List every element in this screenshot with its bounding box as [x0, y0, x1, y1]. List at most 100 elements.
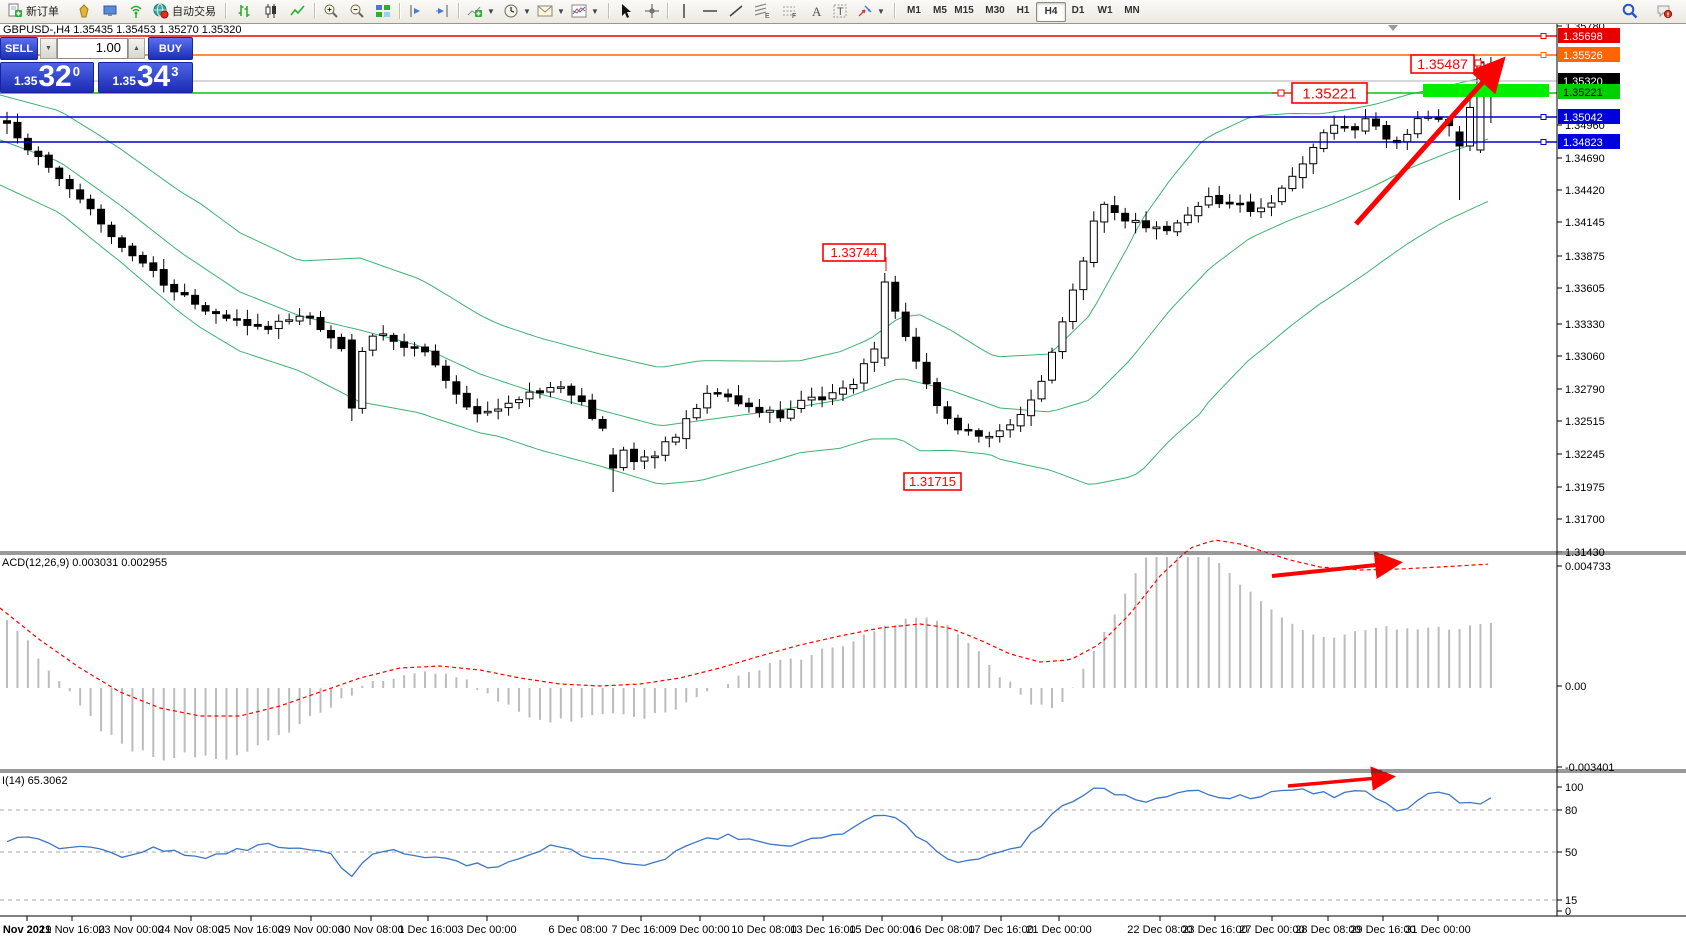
price-annotation-box[interactable]: 1.35487	[1410, 54, 1484, 74]
buy-button[interactable]: BUY	[148, 37, 193, 60]
timeframe-m5-button[interactable]: M5	[933, 5, 947, 16]
bear-candle	[567, 385, 576, 396]
volume-decrease-button[interactable]: ▼	[40, 38, 57, 59]
time-tick-label[interactable]: 13 Dec 16:00	[790, 924, 855, 936]
timeframe-m30-button[interactable]: M30	[985, 5, 1005, 16]
bull-candle	[1257, 207, 1265, 213]
search-icon[interactable]	[1618, 1, 1642, 21]
sell-button[interactable]: SELL	[0, 37, 38, 60]
bear-candle	[1236, 202, 1245, 206]
market-data-button[interactable]	[124, 1, 148, 21]
rsi-pane	[0, 787, 1557, 901]
time-tick-label[interactable]: 25 Nov 16:00	[218, 924, 283, 936]
buy-price-display[interactable]: 1.35 34 3	[98, 62, 193, 93]
timeframe-w1-button[interactable]: W1	[1097, 5, 1113, 16]
time-tick-label[interactable]: 23 Dec 16:00	[1182, 924, 1247, 936]
bar-chart-button[interactable]	[232, 1, 258, 21]
green-highlight-bar[interactable]	[1423, 84, 1549, 97]
volume-input[interactable]: 1.00	[57, 38, 128, 59]
bear-candle	[588, 399, 597, 419]
time-tick-label[interactable]: 15 Dec 00:00	[849, 924, 914, 936]
indicators-button[interactable]: ▼	[463, 1, 497, 21]
bull-candle	[849, 383, 858, 390]
zoom-out-button[interactable]	[345, 1, 371, 21]
trend-arrow-macd[interactable]	[1271, 551, 1403, 580]
trend-arrow-main[interactable]	[1354, 56, 1506, 226]
time-tick-label[interactable]: 16 Dec 08:00	[909, 924, 974, 936]
fibonacci-button[interactable]: E	[750, 1, 776, 21]
time-tick-label[interactable]: 28 Dec 08:00	[1295, 924, 1360, 936]
level-handle[interactable]	[1540, 114, 1547, 120]
time-tick-label[interactable]: Nov 2021	[3, 924, 51, 936]
price-annotation-box[interactable]: 1.31715	[903, 472, 962, 491]
channel-button[interactable]: F	[778, 1, 804, 21]
time-tick-label[interactable]: 1 Dec 16:00	[398, 924, 457, 936]
vertical-line-button[interactable]	[672, 1, 697, 21]
time-tick-label[interactable]: 31 Dec 00:00	[1405, 924, 1470, 936]
timeframe-h1-button[interactable]: H1	[1016, 5, 1030, 16]
deposit-button[interactable]	[72, 1, 96, 21]
trend-arrow-rsi[interactable]	[1287, 766, 1396, 791]
time-tick-label[interactable]: 24 Nov 08:00	[158, 924, 223, 936]
level-handle[interactable]	[1540, 52, 1547, 58]
chevron-down-icon[interactable]: ▼	[557, 6, 565, 16]
auto-scroll-button[interactable]	[430, 1, 456, 21]
price-annotation-box[interactable]: 1.35221	[1272, 82, 1368, 104]
level-handle[interactable]	[1540, 139, 1547, 145]
text-button[interactable]: A	[804, 1, 828, 21]
timeframe-m15-button[interactable]: M15	[954, 5, 974, 16]
time-tick-label[interactable]: 30 Nov 08:00	[338, 924, 403, 936]
chevron-down-icon[interactable]: ▼	[523, 6, 531, 16]
time-tick-label[interactable]: 21 Dec 00:00	[1026, 924, 1091, 936]
line-chart-button[interactable]	[286, 1, 312, 21]
chevron-down-icon[interactable]: ▼	[877, 6, 885, 16]
tile-windows-button[interactable]	[371, 1, 397, 21]
bollinger-lo-line	[0, 184, 1489, 485]
time-tick-label[interactable]: 19 Nov 16:00	[39, 924, 104, 936]
chevron-down-icon[interactable]: ▼	[591, 6, 599, 16]
chevron-down-icon[interactable]: ▼	[487, 6, 495, 16]
auto-trading-button[interactable]: 自动交易	[149, 1, 219, 21]
crosshair-button[interactable]	[640, 1, 665, 21]
time-tick-label[interactable]: 29 Nov 00:00	[278, 924, 343, 936]
horizontal-line-button[interactable]	[698, 1, 723, 21]
bull-candle	[1267, 202, 1276, 208]
bear-candle	[724, 393, 733, 398]
chart-shift-button[interactable]	[404, 1, 430, 21]
buy-price-big: 34	[136, 60, 171, 93]
price-annotation-box[interactable]: 1.33744	[822, 243, 887, 271]
cursor-button[interactable]	[614, 1, 639, 21]
bull-candle	[1183, 214, 1192, 224]
time-tick-label[interactable]: 29 Dec 16:00	[1350, 924, 1415, 936]
timeframe-mn-button[interactable]: MN	[1124, 5, 1140, 16]
timeframe-m1-button[interactable]: M1	[907, 5, 921, 16]
zoom-in-button[interactable]	[319, 1, 345, 21]
time-tick-label[interactable]: 10 Dec 08:00	[731, 924, 796, 936]
sell-price-display[interactable]: 1.35 32 0	[0, 62, 94, 93]
time-tick-label[interactable]: 27 Dec 00:00	[1239, 924, 1304, 936]
candlestick-chart-button[interactable]	[259, 1, 285, 21]
time-tick-label[interactable]: 22 Dec 08:00	[1127, 924, 1192, 936]
time-tick-label[interactable]: 9 Dec 00:00	[670, 924, 729, 936]
periods-button[interactable]: ▼	[499, 1, 531, 21]
timeframe-h4-button[interactable]: H4	[1036, 2, 1066, 22]
time-tick-label[interactable]: 7 Dec 16:00	[611, 924, 670, 936]
level-handle[interactable]	[1540, 33, 1547, 39]
arrows-button[interactable]: ▼	[853, 1, 889, 21]
time-tick-label[interactable]: 6 Dec 08:00	[548, 924, 607, 936]
chart-shift-marker[interactable]	[1388, 25, 1398, 31]
bear-candle	[1225, 201, 1234, 205]
volume-increase-button[interactable]: ▲	[128, 38, 145, 59]
time-tick-label[interactable]: 17 Dec 16:00	[968, 924, 1033, 936]
notification-icon[interactable]	[1652, 1, 1676, 21]
trendline-button[interactable]	[724, 1, 749, 21]
time-tick-label[interactable]: 23 Nov 00:00	[98, 924, 163, 936]
new-order-button[interactable]: 新订单	[3, 1, 65, 21]
timeframe-d1-button[interactable]: D1	[1071, 5, 1085, 16]
templates-button[interactable]: ▼	[533, 1, 565, 21]
time-tick-label[interactable]: 3 Dec 00:00	[457, 924, 516, 936]
text-label-button[interactable]: T	[828, 1, 852, 21]
charts-window-button[interactable]	[98, 1, 122, 21]
profiles-button[interactable]: ▼	[567, 1, 603, 21]
bull-candle	[494, 408, 503, 412]
